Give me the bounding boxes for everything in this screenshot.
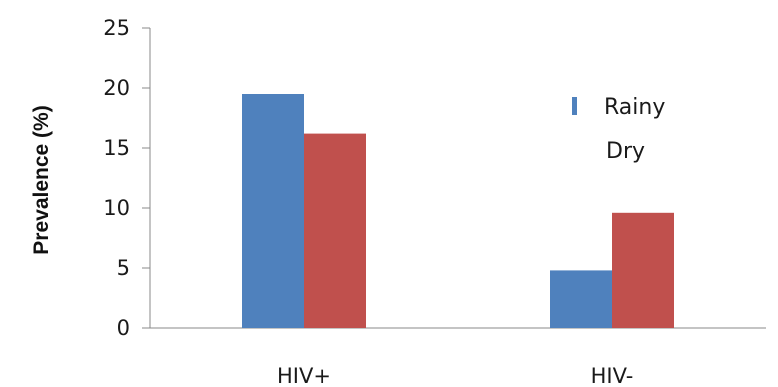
y-tick-label: 10 xyxy=(103,196,130,220)
y-axis-ticks: 0 5 10 15 20 25 xyxy=(103,16,150,340)
y-tick-label: 5 xyxy=(117,256,130,280)
x-category-label: HIV- xyxy=(591,364,634,387)
legend-swatch-rainy xyxy=(572,97,577,115)
legend-label-dry: Dry xyxy=(606,139,645,164)
y-tick-label: 0 xyxy=(117,316,130,340)
x-category-label: HIV+ xyxy=(277,364,331,387)
x-axis-categories: HIV+ HIV- xyxy=(277,364,633,387)
y-tick-label: 20 xyxy=(103,76,130,100)
bar-rainy-1 xyxy=(242,94,304,328)
bars-group xyxy=(242,94,674,328)
bar-dry-2 xyxy=(612,212,674,328)
y-tick-label: 25 xyxy=(103,16,130,40)
y-axis-label: Prevalence (%) xyxy=(30,105,53,254)
legend-swatch-dry xyxy=(572,141,577,159)
legend: Rainy Dry xyxy=(572,95,665,164)
legend-label-rainy: Rainy xyxy=(604,95,665,120)
bar-dry-1 xyxy=(304,133,366,328)
y-tick-label: 15 xyxy=(103,136,130,160)
bar-rainy-2 xyxy=(550,270,612,328)
